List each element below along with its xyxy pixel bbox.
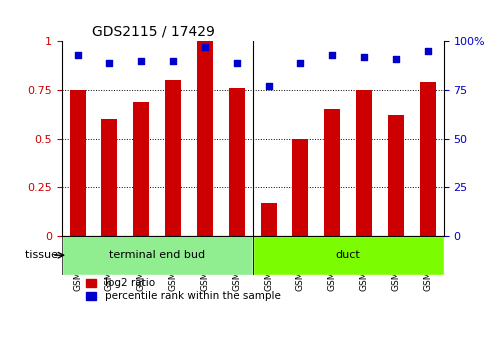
- FancyBboxPatch shape: [317, 275, 348, 306]
- FancyBboxPatch shape: [348, 275, 380, 306]
- FancyBboxPatch shape: [284, 275, 317, 306]
- Bar: [165, 80, 181, 236]
- Point: [424, 48, 432, 54]
- FancyBboxPatch shape: [62, 275, 94, 306]
- FancyBboxPatch shape: [380, 275, 412, 306]
- Legend: log2 ratio, percentile rank within the sample: log2 ratio, percentile rank within the s…: [86, 278, 281, 302]
- Bar: [133, 102, 149, 236]
- Bar: [356, 90, 372, 236]
- Bar: [102, 119, 117, 236]
- Point: [169, 58, 177, 63]
- FancyBboxPatch shape: [157, 275, 189, 306]
- Point: [201, 45, 209, 50]
- Point: [265, 83, 273, 89]
- Point: [296, 60, 304, 66]
- Text: duct: duct: [336, 250, 360, 260]
- Bar: [197, 41, 213, 236]
- Bar: [388, 115, 404, 236]
- Bar: [324, 109, 340, 236]
- Point: [392, 56, 400, 62]
- FancyBboxPatch shape: [412, 275, 444, 306]
- FancyBboxPatch shape: [94, 275, 125, 306]
- FancyBboxPatch shape: [252, 275, 284, 306]
- Point: [106, 60, 113, 66]
- FancyBboxPatch shape: [189, 275, 221, 306]
- Bar: [70, 90, 85, 236]
- Text: GDS2115 / 17429: GDS2115 / 17429: [92, 25, 215, 39]
- Point: [73, 52, 81, 58]
- FancyBboxPatch shape: [221, 275, 252, 306]
- Point: [137, 58, 145, 63]
- FancyBboxPatch shape: [62, 236, 252, 275]
- Bar: [292, 139, 309, 236]
- Bar: [261, 203, 277, 236]
- Bar: [229, 88, 245, 236]
- Point: [360, 54, 368, 60]
- Text: terminal end bud: terminal end bud: [109, 250, 205, 260]
- Bar: [420, 82, 436, 236]
- FancyBboxPatch shape: [125, 275, 157, 306]
- Text: tissue: tissue: [25, 250, 62, 260]
- Point: [328, 52, 336, 58]
- FancyBboxPatch shape: [252, 236, 444, 275]
- Point: [233, 60, 241, 66]
